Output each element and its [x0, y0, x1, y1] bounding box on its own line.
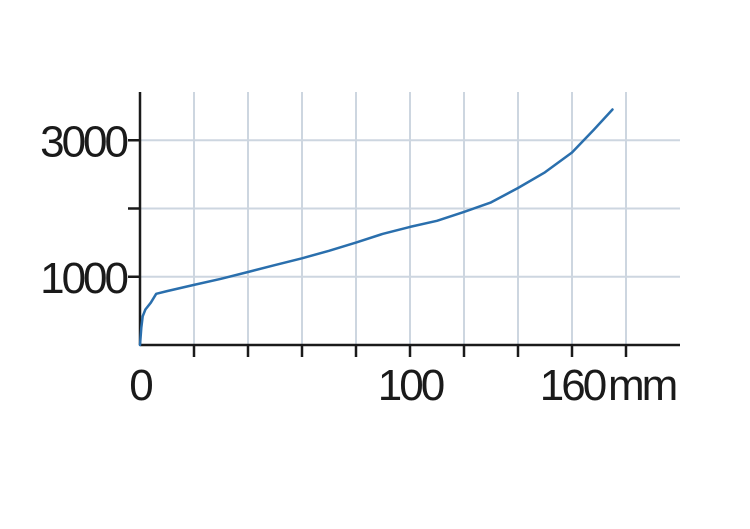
series-line-0 — [138, 108, 614, 347]
x-tick-label-0: 0 — [129, 361, 152, 410]
x-axis-unit: mm — [608, 361, 676, 410]
y-tick-label-3000: 3000 — [40, 117, 127, 166]
y-tick-label-1000: 1000 — [40, 254, 127, 303]
ticks — [128, 139, 628, 357]
grid — [140, 92, 680, 345]
tick-labels: 0 100 160 mm 1000 3000 — [40, 117, 679, 410]
x-tick-label-160: 160 — [540, 361, 606, 410]
x-tick-label-100: 100 — [378, 361, 444, 410]
series — [138, 108, 614, 347]
